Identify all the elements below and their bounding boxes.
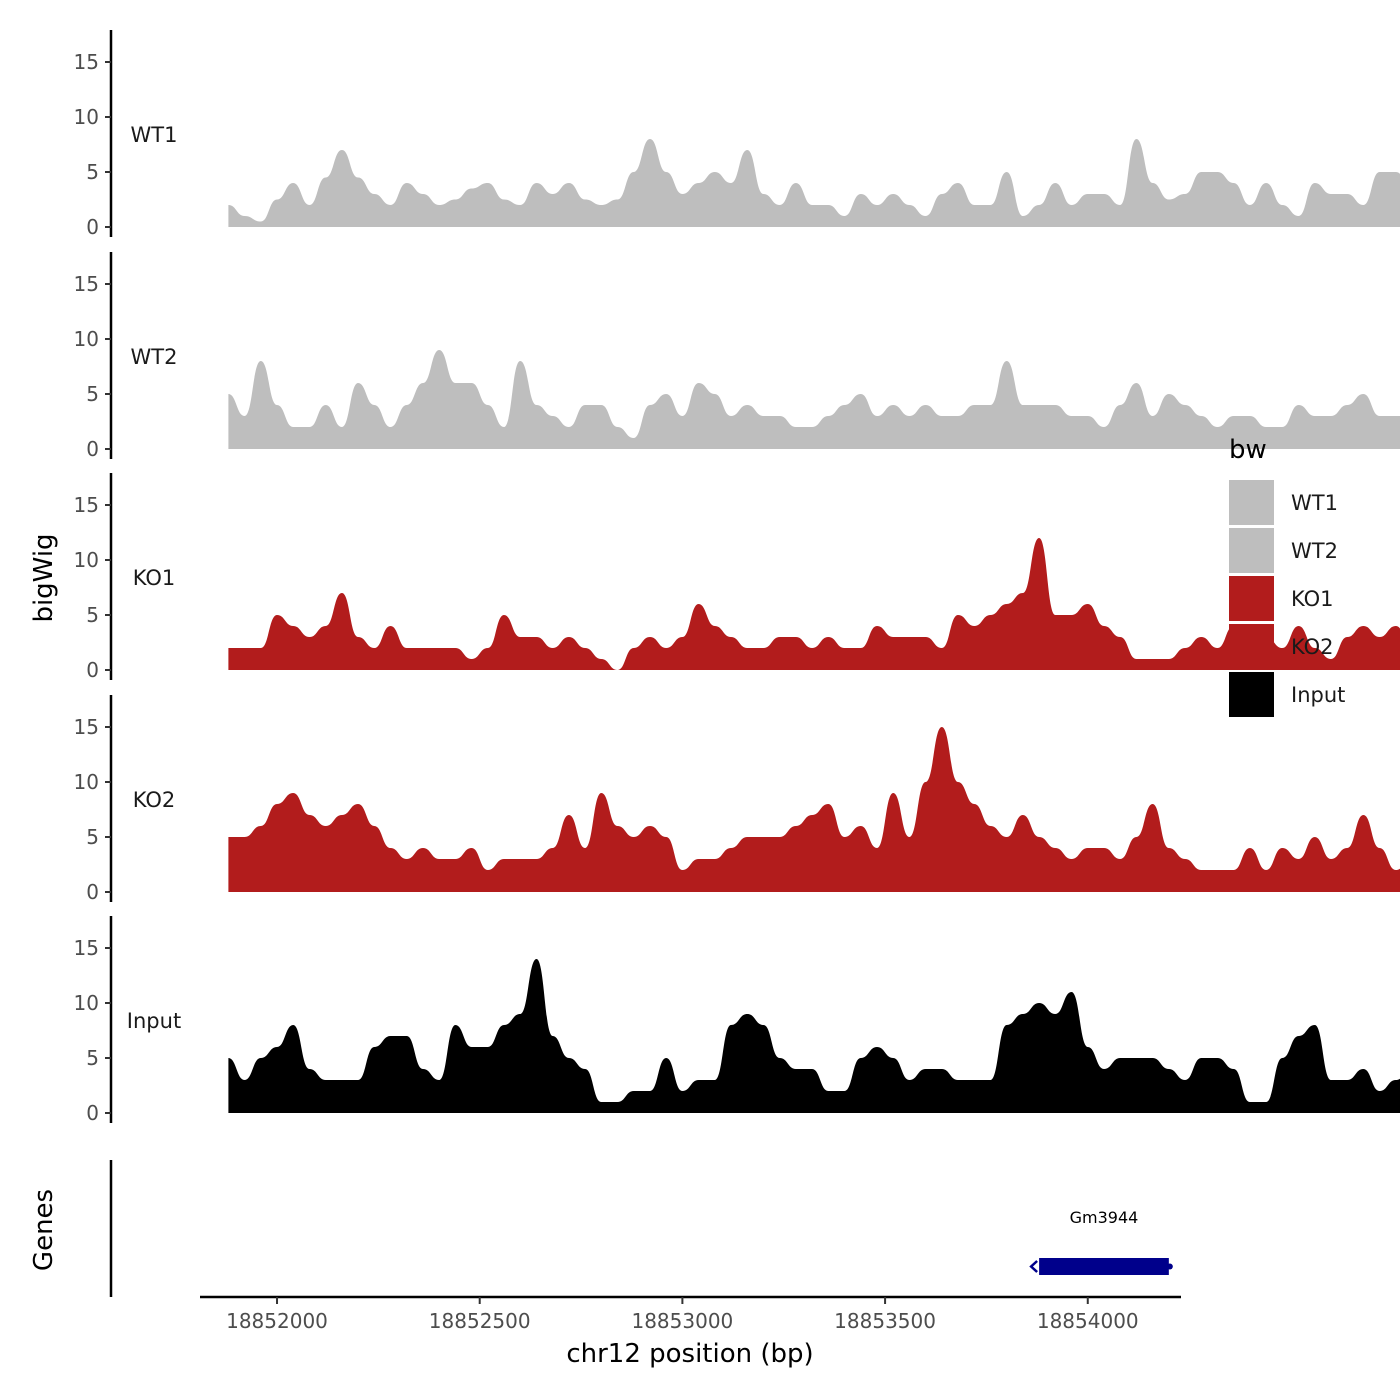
strand-arrow-icon [1029, 1260, 1038, 1273]
y-tick-label: 5 [86, 382, 99, 406]
legend-label: WT1 [1291, 491, 1338, 515]
y-tick-label: 15 [74, 493, 99, 517]
gene-gm3944: Gm3944 [1029, 1208, 1173, 1275]
y-tick-label: 0 [86, 437, 99, 461]
bigwig-tracks: 0 5 10 15 WT1 0 5 10 15 WT2 0 5 10 15 KO1 0 5 10 15 KO2 0 5 10… [74, 30, 1400, 1125]
legend-label: Input [1291, 683, 1345, 707]
y-tick-label: 10 [74, 548, 99, 572]
track-label: WT2 [131, 345, 178, 369]
x-tick-label: 18852000 [226, 1309, 328, 1333]
legend-swatch [1229, 480, 1274, 525]
x-tick-label: 18853500 [834, 1309, 936, 1333]
y-tick-label: 5 [86, 1046, 99, 1070]
y-tick-label: 10 [74, 105, 99, 129]
y-tick-label: 15 [74, 936, 99, 960]
y-tick-label: 0 [86, 215, 99, 239]
legend-item-wt1: WT1 [1229, 480, 1338, 525]
y-tick-label: 0 [86, 658, 99, 682]
legend-swatch [1229, 672, 1274, 717]
y-tick-label: 10 [74, 327, 99, 351]
y-tick-label: 0 [86, 1101, 99, 1125]
legend-swatch [1229, 576, 1274, 621]
x-tick-label: 18852500 [429, 1309, 531, 1333]
y-tick-label: 10 [74, 991, 99, 1015]
track-label: KO2 [133, 788, 176, 812]
y-tick-label: 0 [86, 880, 99, 904]
x-axis-title: chr12 position (bp) [566, 1339, 813, 1369]
legend: bw WT1 WT2 KO1 KO2 Input [1229, 435, 1345, 717]
track-label: KO1 [133, 566, 176, 590]
legend-item-ko2: KO2 [1229, 624, 1334, 669]
track-panel-ko1: 0 5 10 15 KO1 [74, 473, 1400, 682]
legend-item-input: Input [1229, 672, 1345, 717]
y-tick-label: 15 [74, 272, 99, 296]
gene-body [1039, 1258, 1169, 1275]
legend-item-ko1: KO1 [1229, 576, 1334, 621]
track-label: Input [127, 1009, 181, 1033]
legend-label: KO1 [1291, 587, 1334, 611]
track-panel-ko2: 0 5 10 15 KO2 [74, 695, 1400, 904]
gene-label: Gm3944 [1070, 1208, 1139, 1227]
coverage-area-ko2 [228, 727, 1400, 892]
y-axis-title: bigWig [29, 533, 59, 622]
y-tick-label: 5 [86, 603, 99, 627]
track-panel-input: 0 5 10 15 Input [74, 916, 1400, 1125]
track-panel-wt1: 0 5 10 15 WT1 [74, 30, 1400, 239]
track-panel-wt2: 0 5 10 15 WT2 [74, 252, 1400, 461]
legend-title: bw [1229, 435, 1267, 465]
y-tick-label: 5 [86, 160, 99, 184]
x-tick-label: 18853000 [631, 1309, 733, 1333]
gene-end-marker [1166, 1263, 1173, 1270]
genes-axis-title: Genes [29, 1189, 59, 1271]
legend-item-wt2: WT2 [1229, 528, 1338, 573]
legend-swatch [1229, 528, 1274, 573]
x-axis: 18852000 18852500 18853000 18853500 18854000 [200, 1295, 1181, 1333]
legend-label: WT2 [1291, 539, 1338, 563]
legend-swatch [1229, 624, 1274, 669]
y-tick-label: 15 [74, 715, 99, 739]
coverage-area-ko1 [228, 538, 1400, 670]
y-tick-label: 5 [86, 825, 99, 849]
legend-label: KO2 [1291, 635, 1334, 659]
y-tick-label: 10 [74, 770, 99, 794]
track-label: WT1 [131, 123, 178, 147]
coverage-area-wt1 [228, 139, 1400, 227]
genes-track: Gm3944 [109, 1160, 1173, 1297]
y-tick-label: 15 [74, 50, 99, 74]
coverage-area-wt2 [228, 350, 1400, 449]
coverage-area-input [228, 959, 1400, 1113]
x-tick-label: 18854000 [1037, 1309, 1139, 1333]
